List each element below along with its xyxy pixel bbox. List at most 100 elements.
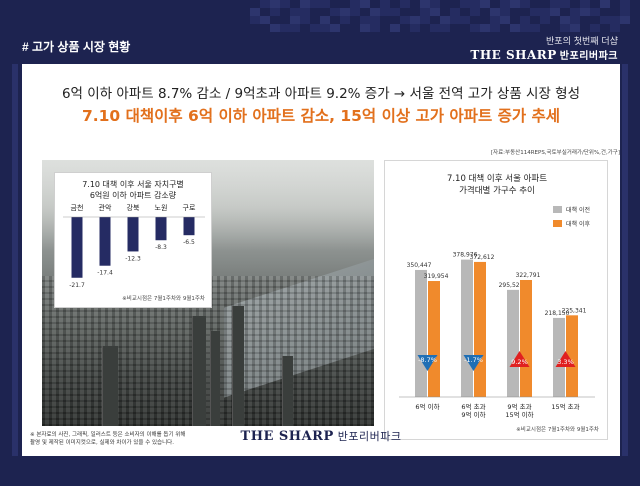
checker-cell	[560, 0, 570, 8]
checker-cell	[280, 16, 290, 24]
chart-note: ※비교시점은 7월1주차와 9월1주차	[516, 427, 599, 433]
checker-cell	[410, 24, 420, 32]
checker-cell	[390, 8, 400, 16]
checker-cell	[320, 24, 330, 32]
data-label: 319,954	[424, 273, 449, 280]
checker-cell	[520, 8, 530, 16]
checker-cell	[300, 16, 310, 24]
checker-cell	[360, 0, 370, 8]
chart-legend: 대책 이전 대책 이후	[553, 205, 590, 233]
bar	[461, 259, 473, 397]
checker-cell	[530, 0, 540, 8]
checker-cell	[370, 8, 380, 16]
checker-cell	[600, 16, 610, 24]
checker-cell	[470, 8, 480, 16]
checker-cell	[250, 24, 260, 32]
content-panel: 6억 이하 아파트 8.7% 감소 / 9억초과 아파트 9.2% 증가 → 서…	[22, 64, 620, 456]
chart-title: 7.10 대책 이후 서울 자치구별 6억원 이하 아파트 감소량	[55, 179, 211, 201]
checker-cell	[570, 24, 580, 32]
checker-cell	[350, 0, 360, 8]
data-label: 218,150	[545, 310, 570, 317]
checker-cell	[470, 24, 480, 32]
tick-label: 관악	[99, 203, 112, 212]
checker-cell	[270, 8, 280, 16]
checker-cell	[340, 16, 350, 24]
checker-cell	[350, 8, 360, 16]
checker-cell	[540, 16, 550, 24]
data-label: -6.5	[183, 239, 195, 246]
checker-cell	[300, 8, 310, 16]
checker-cell	[480, 24, 490, 32]
checker-cell	[590, 8, 600, 16]
checker-cell	[460, 0, 470, 8]
checker-cell	[500, 24, 510, 32]
checker-cell	[530, 24, 540, 32]
checker-cell	[540, 0, 550, 8]
top-band	[0, 0, 640, 60]
data-label: 378,976	[453, 252, 478, 259]
checker-cell	[620, 24, 630, 32]
bar	[520, 279, 532, 397]
checker-cell	[500, 8, 510, 16]
checker-cell	[270, 0, 280, 8]
checker-cell	[390, 24, 400, 32]
checker-cell	[260, 0, 270, 8]
checker-cell	[370, 0, 380, 8]
checker-cell	[450, 16, 460, 24]
chart-title-line1: 7.10 대책 이후 서울 자치구별	[82, 180, 184, 189]
checker-cell	[360, 24, 370, 32]
checker-cell	[590, 16, 600, 24]
checker-cell	[480, 0, 490, 8]
checker-cell	[440, 24, 450, 32]
checker-cell	[440, 16, 450, 24]
data-label: 225,341	[562, 307, 587, 314]
checker-cell	[410, 16, 420, 24]
bar	[71, 217, 83, 278]
tick-label: 9억 이하	[461, 410, 485, 419]
data-source: [자료:부동산114REPS,국토부실거래가/단위%,건,가구]	[490, 150, 620, 156]
checker-cell	[600, 24, 610, 32]
checker-cell	[440, 0, 450, 8]
checker-cell	[610, 8, 620, 16]
checker-cell	[590, 0, 600, 8]
checker-cell	[410, 0, 420, 8]
checker-cell	[500, 0, 510, 8]
chart-title-line2: 가격대별 가구수 추이	[459, 186, 535, 196]
checker-cell	[450, 8, 460, 16]
checker-cell	[570, 8, 580, 16]
checker-cell	[610, 0, 620, 8]
tick-label: 9억 초과	[507, 402, 531, 411]
price-band-chart: 7.10 대책 이후 서울 아파트 가격대별 가구수 추이 대책 이전 대책 이…	[384, 160, 608, 440]
checker-cell	[530, 16, 540, 24]
checker-cell	[320, 16, 330, 24]
checker-cell	[420, 0, 430, 8]
checker-cell	[340, 8, 350, 16]
checker-cell	[310, 8, 320, 16]
checker-cell	[330, 24, 340, 32]
change-label: 9.2%	[511, 358, 528, 366]
bar	[415, 269, 427, 397]
section-title: # 고가 상품 시장 현황	[22, 40, 131, 54]
checker-pattern	[250, 0, 630, 32]
brand-name: THE SHARP 반포리버파크	[470, 47, 618, 62]
checker-cell	[290, 0, 300, 8]
brand-name-en: THE SHARP	[470, 48, 557, 62]
checker-cell	[300, 24, 310, 32]
checker-cell	[620, 0, 630, 8]
data-label: -12.3	[125, 255, 141, 262]
checker-cell	[580, 0, 590, 8]
tick-label: 구로	[183, 204, 196, 212]
checker-cell	[460, 16, 470, 24]
checker-cell	[600, 8, 610, 16]
checker-cell	[370, 16, 380, 24]
checker-cell	[360, 16, 370, 24]
district-decrease-chart: 7.10 대책 이후 서울 자치구별 6억원 이하 아파트 감소량 금천 -21.…	[54, 172, 212, 308]
checker-cell	[570, 0, 580, 8]
checker-cell	[490, 16, 500, 24]
checker-cell	[290, 8, 300, 16]
photo-tower	[210, 331, 220, 426]
checker-cell	[550, 24, 560, 32]
checker-cell	[480, 8, 490, 16]
checker-cell	[550, 16, 560, 24]
